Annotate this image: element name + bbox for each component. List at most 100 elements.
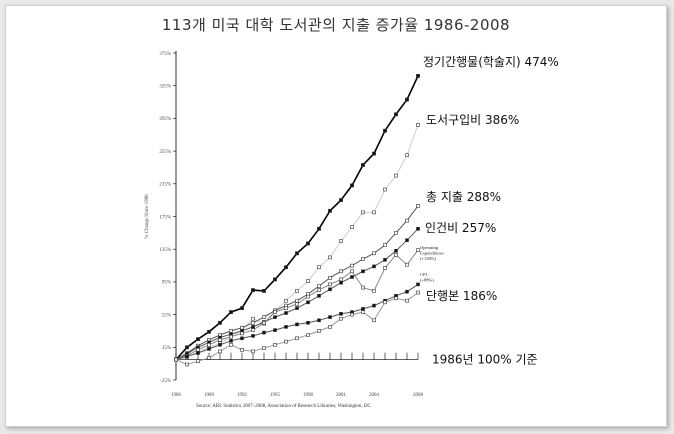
data-point [284, 339, 288, 344]
data-point [339, 198, 343, 203]
data-point [405, 289, 409, 294]
series-label: 정기간행물(학술지) 474% [423, 54, 559, 69]
data-point [372, 210, 376, 215]
data-point [295, 298, 299, 303]
data-point [273, 315, 277, 319]
data-point [251, 320, 255, 325]
data-point [273, 310, 277, 314]
x-tick-label: 1998 [303, 393, 314, 398]
data-point [383, 187, 387, 192]
data-point [317, 284, 321, 288]
data-point [295, 306, 299, 310]
data-point [372, 303, 376, 308]
data-point [251, 325, 255, 329]
data-point [295, 289, 299, 293]
data-point [405, 238, 409, 242]
data-point [207, 329, 211, 334]
data-point [251, 316, 255, 321]
data-point [328, 315, 332, 319]
data-point [218, 338, 222, 342]
data-point [295, 251, 299, 256]
data-point [229, 334, 233, 339]
data-point [416, 248, 420, 252]
data-point [328, 255, 332, 260]
data-point [339, 280, 343, 285]
y-tick-label: 295% [159, 117, 171, 122]
x-tick-label: 2001 [336, 393, 347, 398]
data-point [339, 311, 343, 316]
data-point [394, 253, 398, 257]
data-point [405, 298, 409, 303]
y-tick-label: 15% [162, 346, 171, 351]
data-point [295, 302, 299, 306]
data-point [218, 320, 222, 325]
series-label: 총 지출 288% [426, 190, 501, 204]
data-point [196, 351, 200, 355]
y-tick-label: 175% [159, 215, 171, 220]
data-point [174, 357, 178, 362]
data-point [262, 346, 266, 350]
data-point [361, 257, 365, 261]
data-point [350, 225, 354, 229]
data-point [218, 342, 222, 347]
data-point [273, 277, 277, 282]
data-point [262, 288, 266, 293]
data-point [350, 275, 354, 279]
data-point [328, 275, 332, 280]
data-point [196, 347, 200, 352]
data-point [196, 359, 200, 364]
data-point [251, 334, 255, 338]
series-label: 단행본 186% [426, 288, 497, 303]
data-point [394, 173, 398, 178]
y-tick-label: 215% [159, 183, 171, 188]
data-point [394, 249, 398, 253]
data-point [361, 307, 365, 311]
data-point [383, 300, 387, 305]
data-point [317, 226, 321, 231]
data-point [361, 269, 365, 274]
source-note: Source: ARL Statistics 2007–2008, Associ… [196, 404, 372, 409]
series-label: 인건비 257% [425, 221, 496, 235]
data-point [361, 310, 365, 314]
x-tick-label: 2004 [369, 393, 380, 398]
data-point [328, 282, 332, 287]
data-point [306, 333, 310, 337]
data-point [394, 231, 398, 235]
x-tick-label: 1995 [270, 393, 281, 398]
y-tick-label: -25% [160, 379, 171, 384]
data-point [229, 310, 233, 315]
data-point [416, 204, 420, 208]
data-point [416, 227, 420, 231]
y-axis-label: % Change Since 1986 [145, 194, 150, 239]
data-point [229, 338, 233, 343]
data-point [339, 239, 343, 243]
data-point [416, 74, 420, 78]
data-point [284, 325, 288, 329]
data-point [207, 356, 211, 360]
data-point [251, 349, 255, 354]
data-point [416, 123, 420, 127]
data-point [339, 316, 343, 321]
x-tick-label: 2008 [413, 393, 424, 398]
data-point [196, 337, 200, 342]
data-point [383, 128, 387, 133]
data-point [372, 151, 376, 156]
data-point [207, 342, 211, 347]
data-point [405, 262, 409, 267]
data-point [328, 287, 332, 292]
data-point [240, 347, 244, 352]
data-point [361, 163, 365, 167]
data-point [229, 329, 233, 333]
data-point [361, 285, 365, 290]
data-point [240, 325, 244, 330]
data-point [284, 306, 288, 310]
data-point [350, 183, 354, 188]
data-point [240, 336, 244, 341]
data-point [383, 257, 387, 262]
data-point [339, 269, 343, 274]
data-point [306, 300, 310, 305]
data-point [405, 97, 409, 102]
y-tick-label: 135% [159, 248, 171, 253]
data-point [350, 312, 354, 317]
data-point [416, 290, 420, 295]
